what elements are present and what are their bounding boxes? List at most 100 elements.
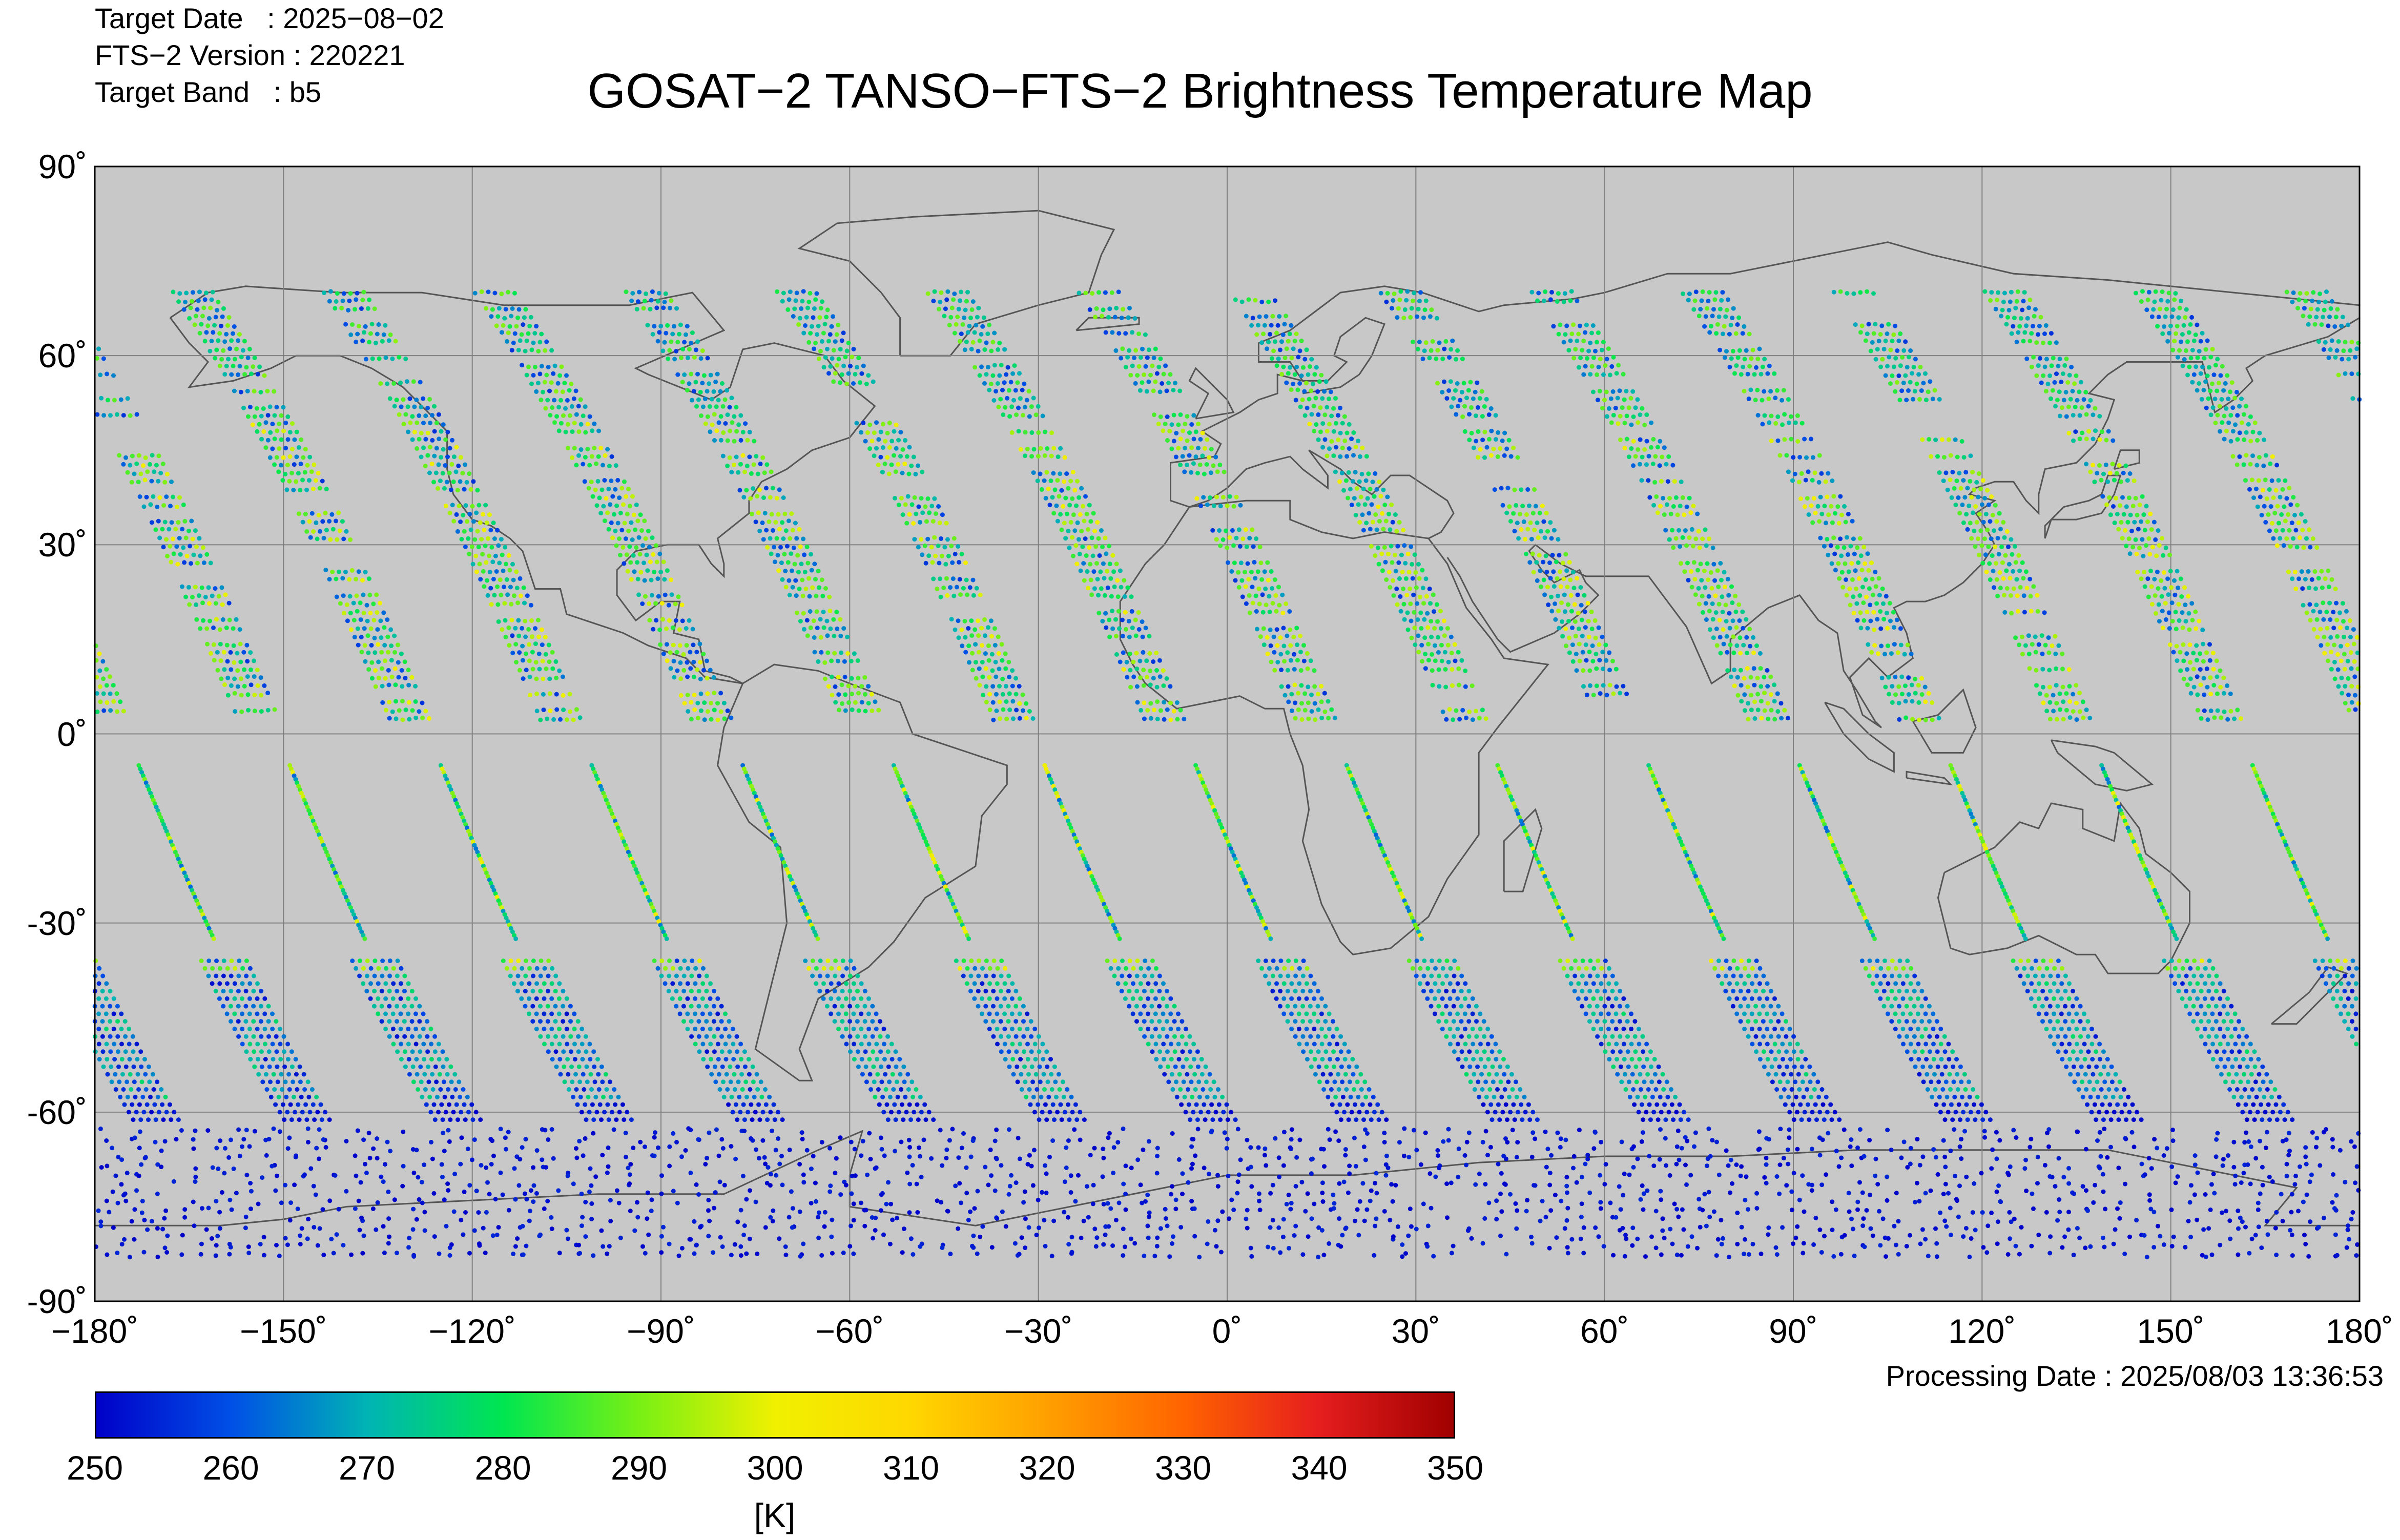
observation-point — [960, 922, 965, 927]
observation-point — [553, 973, 558, 979]
observation-point — [997, 699, 1002, 704]
observation-point — [97, 651, 102, 656]
observation-point — [959, 1146, 964, 1151]
observation-point — [862, 1034, 867, 1039]
observation-point — [851, 1026, 856, 1031]
observation-point — [205, 323, 211, 328]
observation-point — [504, 915, 509, 921]
observation-point — [2172, 297, 2177, 302]
observation-point — [487, 1192, 492, 1197]
observation-point — [1270, 973, 1275, 979]
observation-point — [426, 1064, 431, 1069]
observation-point — [340, 576, 345, 581]
observation-point — [969, 347, 974, 351]
observation-point — [1088, 519, 1093, 524]
observation-point — [448, 787, 453, 792]
observation-point — [463, 462, 468, 467]
observation-point — [1068, 519, 1073, 525]
observation-point — [184, 553, 190, 558]
observation-point — [484, 870, 489, 876]
observation-point — [1293, 973, 1298, 979]
observation-point — [1331, 1192, 1336, 1197]
observation-point — [606, 527, 611, 532]
observation-point — [1102, 902, 1107, 907]
observation-point — [821, 625, 826, 630]
observation-point — [1278, 973, 1283, 979]
observation-point — [681, 1019, 686, 1024]
observation-point — [400, 1183, 405, 1189]
observation-point — [270, 1163, 275, 1169]
observation-point — [595, 777, 600, 782]
observation-point — [1129, 594, 1134, 599]
observation-point — [536, 634, 541, 639]
observation-point — [2279, 512, 2284, 517]
observation-point — [1172, 1019, 1177, 1024]
observation-point — [291, 1079, 296, 1085]
observation-point — [2342, 652, 2347, 657]
observation-point — [2219, 397, 2224, 402]
observation-point — [791, 314, 796, 319]
observation-point — [585, 447, 590, 452]
observation-point — [372, 635, 377, 640]
observation-point — [589, 1217, 594, 1221]
observation-point — [2349, 683, 2354, 689]
observation-point — [668, 305, 673, 310]
observation-point — [792, 884, 797, 889]
observation-point — [802, 552, 807, 557]
observation-point — [218, 641, 223, 647]
observation-point — [984, 973, 988, 979]
observation-point — [175, 561, 180, 567]
observation-point — [728, 428, 733, 433]
observation-point — [771, 528, 775, 533]
observation-point — [401, 397, 406, 402]
observation-point — [580, 1026, 585, 1031]
observation-point — [787, 578, 792, 583]
observation-point — [1110, 609, 1114, 614]
observation-point — [703, 1161, 708, 1167]
observation-point — [2190, 380, 2195, 385]
observation-point — [873, 1094, 878, 1099]
observation-point — [1036, 404, 1041, 409]
observation-point — [832, 651, 837, 656]
observation-point — [879, 1064, 884, 1069]
observation-point — [801, 611, 806, 616]
observation-point — [829, 324, 834, 329]
observation-point — [160, 527, 165, 532]
observation-point — [725, 463, 730, 468]
observation-point — [265, 707, 271, 713]
observation-point — [2168, 323, 2173, 328]
observation-point — [1003, 651, 1008, 656]
observation-point — [847, 973, 853, 979]
observation-point — [1140, 634, 1145, 639]
observation-point — [272, 462, 277, 467]
observation-point — [530, 1004, 535, 1009]
observation-point — [97, 668, 102, 673]
observation-point — [308, 1166, 314, 1171]
observation-point — [758, 804, 763, 809]
observation-point — [965, 330, 970, 335]
observation-point — [955, 912, 960, 917]
observation-point — [1063, 495, 1068, 501]
observation-point — [188, 305, 193, 310]
observation-point — [216, 299, 221, 304]
observation-point — [1176, 1026, 1181, 1031]
observation-point — [539, 331, 544, 337]
observation-point — [782, 552, 787, 557]
observation-point — [501, 908, 506, 913]
observation-point — [721, 430, 726, 435]
observation-point — [629, 1117, 634, 1122]
observation-point — [909, 463, 914, 468]
observation-point — [169, 559, 174, 565]
observation-point — [410, 1049, 415, 1054]
observation-point — [645, 1216, 650, 1221]
observation-point — [880, 470, 885, 475]
observation-point — [2155, 324, 2160, 329]
observation-point — [436, 412, 441, 417]
observation-point — [653, 1130, 657, 1135]
observation-point — [1053, 1079, 1058, 1085]
observation-point — [527, 981, 532, 986]
observation-point — [497, 560, 502, 566]
observation-point — [1142, 1254, 1147, 1258]
observation-point — [1112, 959, 1118, 963]
observation-point — [678, 981, 682, 986]
